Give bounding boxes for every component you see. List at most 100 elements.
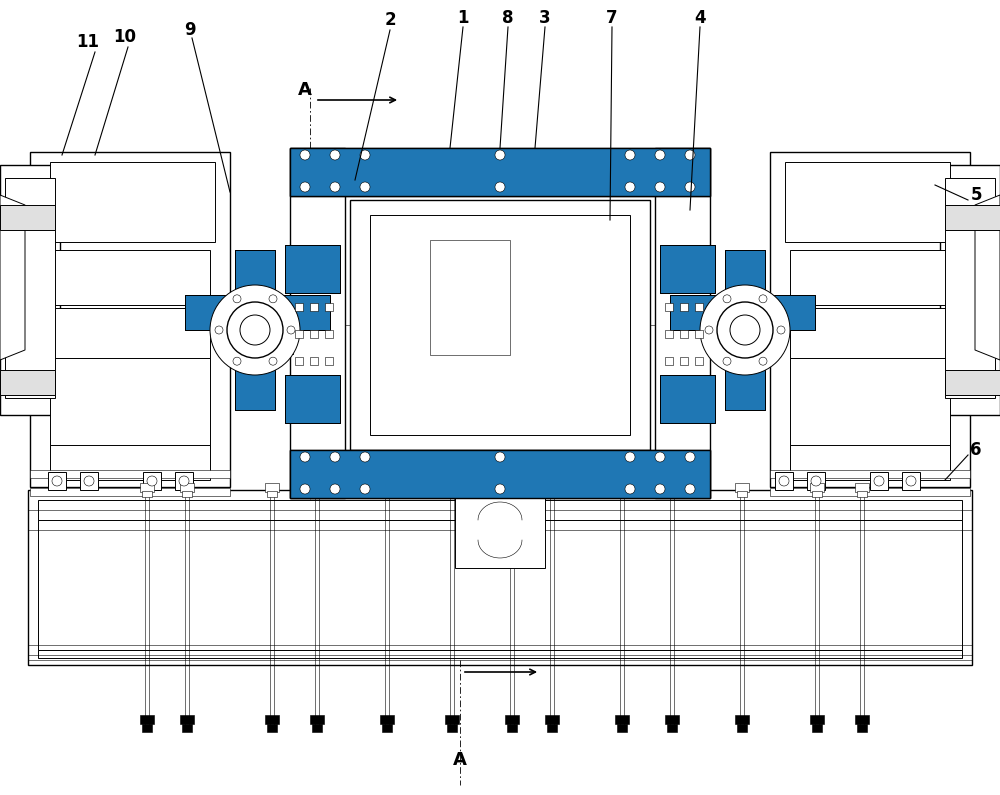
Bar bbox=[615, 715, 629, 724]
Bar bbox=[455, 498, 545, 568]
Circle shape bbox=[215, 326, 223, 334]
Bar bbox=[725, 250, 765, 410]
Text: 6: 6 bbox=[970, 441, 982, 459]
Bar bbox=[945, 178, 995, 398]
Bar bbox=[812, 491, 822, 497]
Circle shape bbox=[655, 182, 665, 192]
Bar bbox=[665, 330, 673, 338]
Bar bbox=[290, 148, 710, 196]
Bar bbox=[447, 724, 457, 732]
Bar bbox=[175, 472, 193, 490]
Bar bbox=[290, 450, 710, 498]
Circle shape bbox=[330, 182, 340, 192]
Bar bbox=[670, 295, 815, 330]
Bar bbox=[143, 472, 161, 490]
Circle shape bbox=[52, 476, 62, 486]
Bar bbox=[855, 715, 869, 724]
Bar bbox=[945, 370, 1000, 395]
Bar bbox=[870, 472, 888, 490]
Bar bbox=[737, 491, 747, 497]
Circle shape bbox=[759, 295, 767, 303]
Circle shape bbox=[625, 182, 635, 192]
Bar bbox=[430, 240, 510, 355]
Circle shape bbox=[906, 476, 916, 486]
Bar bbox=[28, 490, 972, 665]
Bar bbox=[265, 715, 279, 724]
Bar bbox=[617, 724, 627, 732]
Bar bbox=[325, 303, 333, 311]
Bar bbox=[770, 470, 970, 478]
Bar bbox=[445, 483, 459, 492]
Circle shape bbox=[779, 476, 789, 486]
Bar bbox=[660, 375, 715, 423]
Circle shape bbox=[759, 357, 767, 365]
Bar bbox=[857, 491, 867, 497]
Circle shape bbox=[685, 484, 695, 494]
Bar bbox=[295, 303, 303, 311]
Bar bbox=[235, 250, 275, 410]
Bar bbox=[30, 488, 230, 496]
Circle shape bbox=[685, 150, 695, 160]
Bar bbox=[680, 357, 688, 365]
Bar bbox=[312, 724, 322, 732]
Bar bbox=[5, 178, 55, 398]
Circle shape bbox=[495, 452, 505, 462]
Bar bbox=[38, 650, 962, 658]
Circle shape bbox=[147, 476, 157, 486]
Bar bbox=[790, 358, 950, 448]
Text: 7: 7 bbox=[606, 9, 618, 27]
Bar bbox=[310, 715, 324, 724]
Circle shape bbox=[360, 484, 370, 494]
Bar bbox=[182, 491, 192, 497]
Bar bbox=[50, 358, 210, 448]
Bar bbox=[140, 483, 154, 492]
Bar bbox=[290, 450, 710, 498]
Circle shape bbox=[300, 150, 310, 160]
Bar bbox=[857, 724, 867, 732]
Bar bbox=[350, 200, 650, 450]
Circle shape bbox=[723, 295, 731, 303]
Bar bbox=[382, 491, 392, 497]
Circle shape bbox=[287, 326, 295, 334]
Circle shape bbox=[360, 150, 370, 160]
Bar bbox=[940, 165, 1000, 415]
Bar bbox=[695, 303, 703, 311]
Bar bbox=[0, 370, 55, 395]
Bar bbox=[695, 330, 703, 338]
Circle shape bbox=[495, 182, 505, 192]
Bar bbox=[855, 483, 869, 492]
Bar bbox=[38, 500, 962, 520]
Bar bbox=[30, 470, 230, 478]
Bar bbox=[265, 483, 279, 492]
Bar bbox=[295, 357, 303, 365]
Circle shape bbox=[330, 452, 340, 462]
Circle shape bbox=[360, 452, 370, 462]
Bar bbox=[707, 324, 772, 338]
Circle shape bbox=[360, 182, 370, 192]
Circle shape bbox=[300, 452, 310, 462]
Polygon shape bbox=[0, 195, 25, 360]
Bar bbox=[667, 724, 677, 732]
Circle shape bbox=[269, 295, 277, 303]
Bar bbox=[545, 715, 559, 724]
Bar bbox=[185, 295, 330, 330]
Bar bbox=[0, 165, 60, 415]
Text: 4: 4 bbox=[694, 9, 706, 27]
Circle shape bbox=[179, 476, 189, 486]
Circle shape bbox=[730, 315, 760, 345]
Bar bbox=[507, 724, 517, 732]
Circle shape bbox=[625, 484, 635, 494]
Bar bbox=[180, 715, 194, 724]
Circle shape bbox=[717, 302, 773, 358]
Circle shape bbox=[240, 315, 270, 345]
Circle shape bbox=[705, 326, 713, 334]
Bar bbox=[142, 491, 152, 497]
Bar bbox=[310, 483, 324, 492]
Bar bbox=[735, 715, 749, 724]
Bar bbox=[310, 357, 318, 365]
Bar bbox=[660, 245, 715, 293]
Bar bbox=[737, 724, 747, 732]
Circle shape bbox=[655, 484, 665, 494]
Bar bbox=[447, 491, 457, 497]
Bar bbox=[505, 483, 519, 492]
